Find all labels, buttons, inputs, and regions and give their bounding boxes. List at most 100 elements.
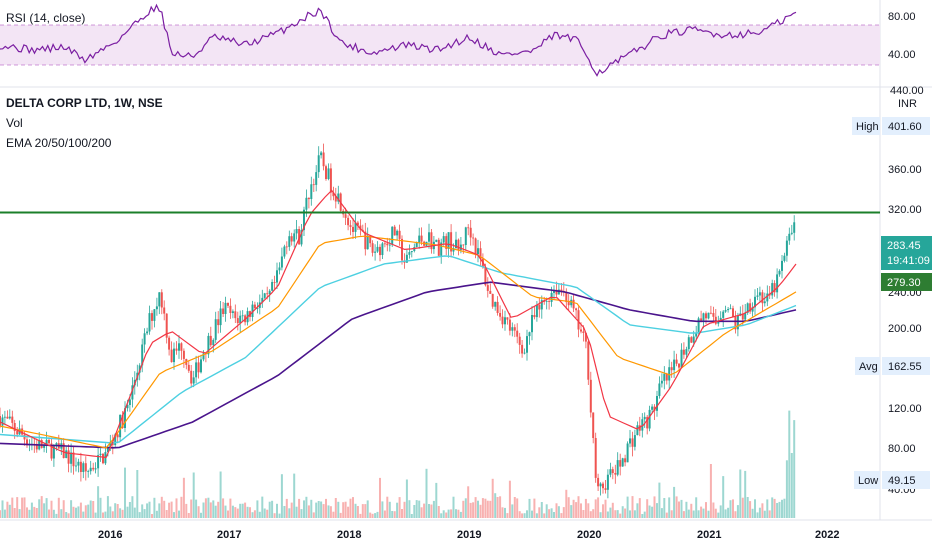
candle-body xyxy=(276,270,278,283)
candle-body xyxy=(102,453,104,464)
candle-body xyxy=(484,267,487,286)
candle-body xyxy=(587,341,590,380)
candle-body xyxy=(62,443,65,458)
candle-body xyxy=(298,229,301,245)
volume-bar xyxy=(229,498,232,518)
indicator-vol-label[interactable]: Vol xyxy=(6,116,23,130)
volume-bar xyxy=(442,510,445,518)
candle-body xyxy=(464,227,467,245)
candle-body xyxy=(781,260,783,271)
candle-body xyxy=(8,416,11,419)
candle-body xyxy=(155,306,158,310)
candle-body xyxy=(234,311,237,319)
candle-body xyxy=(763,301,766,304)
volume-bar xyxy=(303,500,305,518)
candle-body xyxy=(50,443,53,459)
volume-bar xyxy=(349,498,352,518)
candle-body xyxy=(501,316,504,325)
candle-body xyxy=(535,304,538,318)
candle-body xyxy=(678,363,680,368)
candle-body xyxy=(131,385,134,400)
volume-bar xyxy=(204,498,207,518)
candle-body xyxy=(82,463,85,472)
candle-body xyxy=(337,193,340,202)
volume-bar xyxy=(758,507,761,518)
volume-bar xyxy=(217,501,220,518)
candle-body xyxy=(67,450,70,464)
volume-bar xyxy=(178,510,180,518)
volume-bar xyxy=(212,500,215,518)
volume-bar xyxy=(256,500,259,518)
candle-body xyxy=(283,246,286,257)
candle-body xyxy=(124,408,126,428)
high-label-bg xyxy=(852,117,880,135)
volume-bar xyxy=(45,498,48,518)
candle-body xyxy=(788,233,791,241)
volume-bar xyxy=(599,512,602,518)
candle-body xyxy=(508,319,511,331)
candle-body xyxy=(744,312,747,320)
volume-bar xyxy=(72,506,75,518)
candle-body xyxy=(712,313,715,317)
candle-body xyxy=(21,428,24,435)
price-tag-bg[interactable] xyxy=(881,236,932,270)
volume-bar xyxy=(474,497,477,518)
volume-bar xyxy=(425,468,428,518)
volume-bar xyxy=(170,501,173,518)
volume-bar xyxy=(705,502,707,518)
volume-bar xyxy=(0,510,1,518)
volume-bar xyxy=(30,502,33,518)
candle-body xyxy=(754,296,756,308)
candle-body xyxy=(572,299,575,309)
time-label-2019: 2019 xyxy=(457,529,481,541)
candle-body xyxy=(494,301,497,307)
candle-body xyxy=(697,318,700,333)
candle-body xyxy=(700,318,703,321)
candle-body xyxy=(540,300,543,310)
candle-body xyxy=(393,226,396,236)
volume-bar xyxy=(548,509,551,518)
volume-bar xyxy=(653,496,656,518)
candle-body xyxy=(555,289,558,295)
candle-body xyxy=(231,311,234,313)
indicator-ema-label[interactable]: EMA 20/50/100/200 xyxy=(6,136,112,150)
candle-body xyxy=(584,333,587,342)
volume-bar xyxy=(173,512,175,518)
volume-bar xyxy=(148,501,151,518)
candle-body xyxy=(428,232,430,242)
volume-bar xyxy=(756,512,759,518)
candle-body xyxy=(307,197,310,200)
candle-body xyxy=(758,292,761,296)
candle-body xyxy=(366,235,369,250)
volume-bar xyxy=(403,501,406,518)
time-label-2020: 2020 xyxy=(577,529,601,541)
candle-body xyxy=(106,447,109,453)
candle-body xyxy=(665,373,668,381)
candle-body xyxy=(606,474,609,490)
line-tag-bg[interactable] xyxy=(881,273,932,291)
candle-body xyxy=(604,488,607,490)
volume-bar xyxy=(428,504,430,518)
candle-body xyxy=(405,254,408,263)
volume-bar xyxy=(383,510,386,518)
volume-bar xyxy=(533,498,536,518)
volume-bar xyxy=(82,511,85,518)
volume-bar xyxy=(619,513,622,518)
volume-bar xyxy=(222,498,225,518)
volume-bar xyxy=(496,497,499,518)
volume-bar xyxy=(707,510,710,518)
avg-label-bg xyxy=(855,357,880,375)
candle-body xyxy=(418,235,421,243)
volume-bar xyxy=(155,510,158,518)
volume-bar xyxy=(560,513,563,518)
volume-bar xyxy=(629,510,631,518)
volume-bar xyxy=(668,497,671,518)
volume-bar xyxy=(356,506,359,518)
volume-bar xyxy=(553,512,555,518)
volume-bar xyxy=(180,496,183,518)
volume-bar xyxy=(729,500,732,518)
low-value-bg xyxy=(882,471,930,489)
volume-bar xyxy=(413,505,416,518)
candle-body xyxy=(511,327,514,331)
